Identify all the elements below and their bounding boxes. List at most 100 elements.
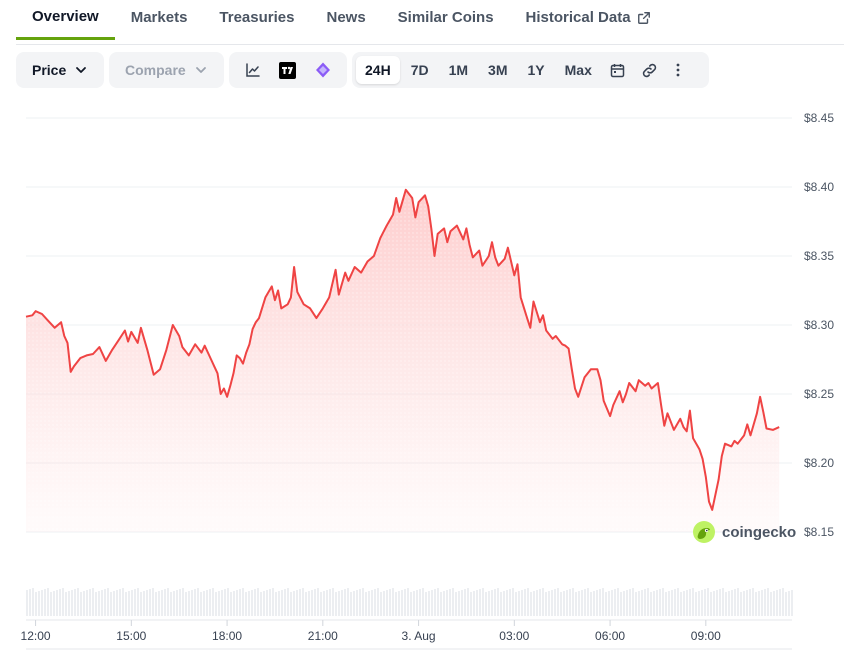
volume-bar bbox=[761, 590, 763, 616]
volume-bar bbox=[191, 590, 193, 616]
volume-bar bbox=[629, 589, 631, 616]
tab-news[interactable]: News bbox=[310, 0, 381, 40]
range-3m-button[interactable]: 3M bbox=[488, 62, 508, 78]
volume-bar bbox=[143, 591, 145, 616]
range-1y-button[interactable]: 1Y bbox=[527, 62, 545, 78]
tradingview-button[interactable] bbox=[272, 55, 303, 85]
volume-bar bbox=[314, 589, 316, 616]
volume-bar bbox=[437, 588, 439, 616]
volume-bar bbox=[359, 589, 361, 616]
volume-bar bbox=[53, 591, 55, 616]
volume-bar bbox=[707, 588, 709, 616]
volume-bar bbox=[494, 589, 496, 616]
volume-bar bbox=[620, 592, 622, 616]
tab-similar-coins[interactable]: Similar Coins bbox=[382, 0, 510, 40]
volume-bar bbox=[479, 589, 481, 616]
volume-bar bbox=[644, 589, 646, 616]
tab-treasuries[interactable]: Treasuries bbox=[203, 0, 310, 40]
volume-bar bbox=[674, 589, 676, 616]
range-1m-button[interactable]: 1M bbox=[448, 62, 469, 78]
volume-bar bbox=[785, 592, 787, 616]
x-tick-label: 3. Aug bbox=[402, 629, 436, 643]
volume-bar bbox=[584, 589, 586, 616]
volume-bar bbox=[68, 591, 70, 616]
volume-bar bbox=[212, 588, 214, 616]
volume-bar bbox=[194, 589, 196, 616]
more-options-button[interactable] bbox=[667, 55, 689, 85]
volume-bar bbox=[623, 591, 625, 616]
spline-chart-button[interactable] bbox=[308, 55, 339, 85]
volume-bar bbox=[677, 588, 679, 616]
compare-dropdown-label: Compare bbox=[125, 62, 186, 78]
volume-bar bbox=[488, 591, 490, 616]
volume-bar bbox=[566, 590, 568, 616]
volume-bar bbox=[449, 589, 451, 616]
volume-bar bbox=[647, 588, 649, 616]
volume-bar bbox=[752, 588, 754, 616]
price-dropdown[interactable]: Price bbox=[16, 52, 104, 88]
volume-bar bbox=[554, 589, 556, 616]
volume-bar bbox=[440, 592, 442, 616]
volume-bar bbox=[236, 590, 238, 616]
volume-bar bbox=[716, 590, 718, 616]
line-chart-button[interactable] bbox=[237, 55, 268, 85]
volume-bar bbox=[602, 588, 604, 616]
volume-bar bbox=[110, 592, 112, 616]
volume-bar bbox=[32, 588, 34, 616]
volume-bar bbox=[527, 588, 529, 616]
volume-bar bbox=[371, 590, 373, 616]
volume-bar bbox=[122, 588, 124, 616]
tab-historical-data[interactable]: Historical Data bbox=[510, 0, 667, 40]
volume-bar bbox=[266, 590, 268, 616]
volume-bar bbox=[551, 590, 553, 616]
volume-bar bbox=[161, 590, 163, 616]
calendar-button[interactable] bbox=[603, 55, 633, 85]
price-chart[interactable]: $8.45 $8.40 $8.35 $8.30 $8.25 $8.20 $8.15 12:0… bbox=[0, 100, 844, 652]
volume-bar bbox=[635, 592, 637, 616]
range-7d-button[interactable]: 7D bbox=[410, 62, 429, 78]
volume-bar bbox=[515, 592, 517, 616]
volume-bar bbox=[350, 592, 352, 616]
volume-bar bbox=[389, 589, 391, 616]
range-max-button[interactable]: Max bbox=[564, 62, 592, 78]
y-tick-label: $8.20 bbox=[804, 456, 834, 470]
volume-bar bbox=[704, 589, 706, 616]
volume-bar bbox=[791, 590, 793, 616]
range-24h-button[interactable]: 24H bbox=[356, 56, 400, 84]
external-link-icon bbox=[637, 12, 650, 24]
volume-bar bbox=[539, 589, 541, 616]
volume-bar bbox=[317, 588, 319, 616]
volume-bar bbox=[77, 588, 79, 616]
volume-bar bbox=[257, 588, 259, 616]
volume-bar bbox=[134, 589, 136, 616]
volume-bar bbox=[410, 592, 412, 616]
volume-bar bbox=[542, 588, 544, 616]
volume-bar bbox=[737, 588, 739, 616]
compare-dropdown[interactable]: Compare bbox=[109, 52, 224, 88]
volume-bar bbox=[347, 588, 349, 616]
tab-markets[interactable]: Markets bbox=[115, 0, 204, 40]
volume-bar bbox=[59, 589, 61, 616]
volume-bar bbox=[305, 592, 307, 616]
tab-overview[interactable]: Overview bbox=[16, 0, 115, 40]
volume-bar bbox=[701, 590, 703, 616]
volume-bar bbox=[587, 588, 589, 616]
volume-bar bbox=[401, 590, 403, 616]
volume-bar bbox=[320, 592, 322, 616]
volume-bar bbox=[461, 590, 463, 616]
volume-bar bbox=[506, 590, 508, 616]
volume-bar bbox=[530, 592, 532, 616]
volume-bar bbox=[491, 590, 493, 616]
volume-bar bbox=[695, 592, 697, 616]
volume-bar bbox=[263, 591, 265, 616]
share-link-button[interactable] bbox=[635, 55, 665, 85]
volume-bar bbox=[458, 591, 460, 616]
volume-bar bbox=[788, 591, 790, 616]
volume-bar bbox=[182, 588, 184, 616]
volume-bar bbox=[224, 589, 226, 616]
diamond-logo-icon bbox=[316, 62, 331, 78]
volume-bar bbox=[131, 590, 133, 616]
volume-bar bbox=[125, 592, 127, 616]
volume-bar bbox=[239, 589, 241, 616]
price-area-texture bbox=[26, 189, 780, 533]
